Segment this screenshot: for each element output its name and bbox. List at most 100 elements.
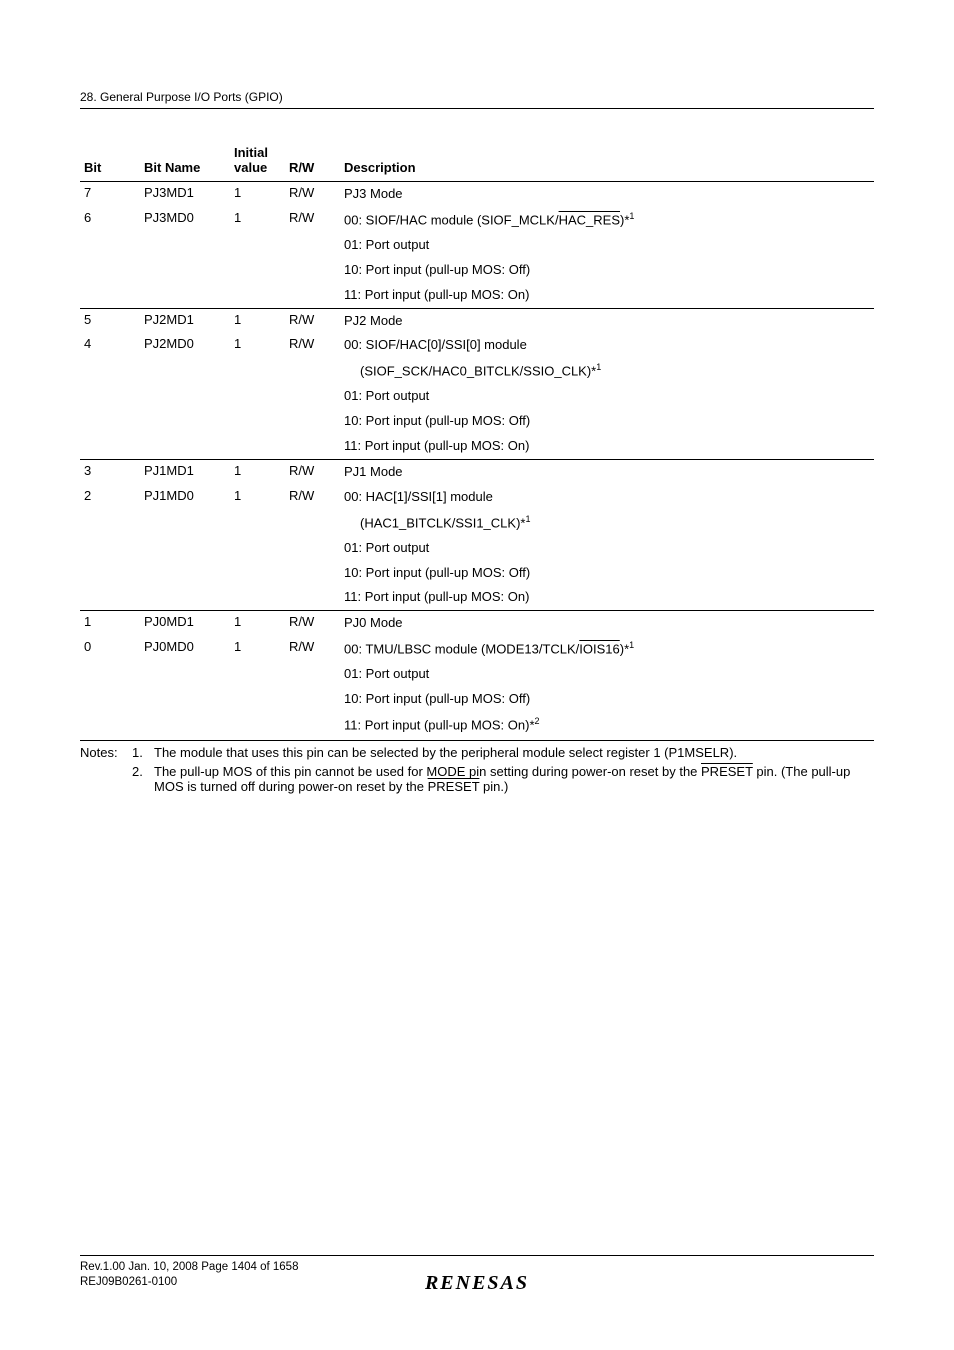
bitname-cell: PJ3MD0 [140, 207, 230, 233]
note-text: The pull-up MOS of this pin cannot be us… [154, 764, 874, 794]
notes-section: Notes: 1. The module that uses this pin … [80, 740, 874, 794]
bit-cell: 3 [80, 459, 140, 484]
desc-cell: PJ3 Mode [340, 182, 874, 207]
desc-overline: HAC_RES [559, 212, 620, 227]
table-row: 7 PJ3MD1 1 R/W PJ3 Mode [80, 182, 874, 207]
desc-text: )* [620, 212, 629, 227]
initial-cell: 1 [230, 459, 285, 484]
bit-cell: 0 [80, 636, 140, 662]
desc-cell: 10: Port input (pull-up MOS: Off) [340, 258, 874, 283]
desc-cell: 01: Port output [340, 662, 874, 687]
rw-cell: R/W [285, 485, 340, 510]
table-row: 10: Port input (pull-up MOS: Off) [80, 687, 874, 712]
desc-cell: 10: Port input (pull-up MOS: Off) [340, 409, 874, 434]
col-bit-header: Bit [80, 139, 140, 182]
desc-cell: 11: Port input (pull-up MOS: On) [340, 434, 874, 459]
desc-cell: PJ1 Mode [340, 459, 874, 484]
rw-cell: R/W [285, 182, 340, 207]
note-overline: PRESET [701, 764, 753, 779]
desc-text: 11: Port input (pull-up MOS: On)* [344, 717, 535, 732]
notes-label-empty [80, 764, 132, 794]
rw-cell: R/W [285, 459, 340, 484]
sup-note: 1 [525, 514, 530, 524]
initial-cell: 1 [230, 611, 285, 636]
note-text-part: pin.) [479, 779, 508, 794]
desc-text: (SIOF_SCK/HAC0_BITCLK/SSIO_CLK)* [360, 364, 596, 379]
desc-overline: IOIS16 [579, 642, 619, 657]
sup-note: 1 [596, 362, 601, 372]
desc-cell: 00: TMU/LBSC module (MODE13/TCLK/IOIS16)… [340, 636, 874, 662]
desc-text: )* [620, 642, 629, 657]
bit-cell: 4 [80, 333, 140, 358]
table-row: (HAC1_BITCLK/SSI1_CLK)*1 [80, 510, 874, 536]
note-item: 2. The pull-up MOS of this pin cannot be… [80, 764, 874, 794]
desc-cell: 11: Port input (pull-up MOS: On) [340, 283, 874, 308]
sup-note: 1 [629, 211, 634, 221]
sup-note: 1 [629, 640, 634, 650]
rw-cell: R/W [285, 207, 340, 233]
table-row: 01: Port output [80, 662, 874, 687]
table-row: 11: Port input (pull-up MOS: On)*2 [80, 712, 874, 738]
bit-cell: 2 [80, 485, 140, 510]
desc-cell: 10: Port input (pull-up MOS: Off) [340, 561, 874, 586]
desc-cell: 01: Port output [340, 233, 874, 258]
table-row: 11: Port input (pull-up MOS: On) [80, 434, 874, 459]
footer-rule [80, 1255, 874, 1256]
note-number: 2. [132, 764, 154, 794]
desc-cell: (HAC1_BITCLK/SSI1_CLK)*1 [340, 510, 874, 536]
initial-cell: 1 [230, 333, 285, 358]
bit-cell: 1 [80, 611, 140, 636]
col-bitname-header: Bit Name [140, 139, 230, 182]
bitname-cell: PJ1MD1 [140, 459, 230, 484]
desc-cell: 11: Port input (pull-up MOS: On)*2 [340, 712, 874, 738]
initial-cell: 1 [230, 308, 285, 333]
bitname-cell: PJ2MD1 [140, 308, 230, 333]
desc-cell: PJ2 Mode [340, 308, 874, 333]
sup-note: 2 [535, 716, 540, 726]
bitname-cell: PJ0MD0 [140, 636, 230, 662]
section-header: 28. General Purpose I/O Ports (GPIO) [80, 90, 874, 104]
desc-cell: 00: HAC[1]/SSI[1] module [340, 485, 874, 510]
desc-cell: 11: Port input (pull-up MOS: On) [340, 585, 874, 610]
initial-cell: 1 [230, 636, 285, 662]
desc-cell: 10: Port input (pull-up MOS: Off) [340, 687, 874, 712]
desc-cell: PJ0 Mode [340, 611, 874, 636]
note-overline: PRESET [428, 779, 480, 794]
col-initial-header: Initial value [230, 139, 285, 182]
rw-cell: R/W [285, 611, 340, 636]
table-row: 11: Port input (pull-up MOS: On) [80, 585, 874, 610]
table-row: 1 PJ0MD1 1 R/W PJ0 Mode [80, 611, 874, 636]
desc-cell: 01: Port output [340, 536, 874, 561]
desc-text: 00: TMU/LBSC module (MODE13/TCLK/ [344, 642, 579, 657]
table-row: (SIOF_SCK/HAC0_BITCLK/SSIO_CLK)*1 [80, 358, 874, 384]
desc-text: (HAC1_BITCLK/SSI1_CLK)* [360, 515, 525, 530]
table-row: 3 PJ1MD1 1 R/W PJ1 Mode [80, 459, 874, 484]
bitname-cell: PJ3MD1 [140, 182, 230, 207]
bitname-cell: PJ1MD0 [140, 485, 230, 510]
initial-cell: 1 [230, 485, 285, 510]
table-row: 0 PJ0MD0 1 R/W 00: TMU/LBSC module (MODE… [80, 636, 874, 662]
note-item: Notes: 1. The module that uses this pin … [80, 745, 874, 760]
initial-cell: 1 [230, 182, 285, 207]
table-row: 11: Port input (pull-up MOS: On) [80, 283, 874, 308]
table-row: 01: Port output [80, 233, 874, 258]
bit-cell: 5 [80, 308, 140, 333]
bit-cell: 7 [80, 182, 140, 207]
renesas-logo: RENESAS [425, 1272, 529, 1295]
rw-cell: R/W [285, 308, 340, 333]
table-row: 6 PJ3MD0 1 R/W 00: SIOF/HAC module (SIOF… [80, 207, 874, 233]
header-rule [80, 108, 874, 109]
bitname-cell: PJ2MD0 [140, 333, 230, 358]
table-row: 01: Port output [80, 536, 874, 561]
table-row: 2 PJ1MD0 1 R/W 00: HAC[1]/SSI[1] module [80, 485, 874, 510]
col-desc-header: Description [340, 139, 874, 182]
register-table: Bit Bit Name Initial value R/W Descripti… [80, 139, 874, 738]
desc-text: 00: SIOF/HAC module (SIOF_MCLK/ [344, 212, 559, 227]
desc-cell: (SIOF_SCK/HAC0_BITCLK/SSIO_CLK)*1 [340, 358, 874, 384]
table-row: 10: Port input (pull-up MOS: Off) [80, 409, 874, 434]
desc-cell: 01: Port output [340, 384, 874, 409]
note-number: 1. [132, 745, 154, 760]
bitname-cell: PJ0MD1 [140, 611, 230, 636]
note-text: The module that uses this pin can be sel… [154, 745, 874, 760]
table-row: 5 PJ2MD1 1 R/W PJ2 Mode [80, 308, 874, 333]
